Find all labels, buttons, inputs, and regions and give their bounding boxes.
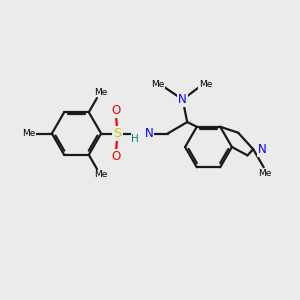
Text: S: S (113, 127, 122, 140)
Text: N: N (258, 143, 266, 156)
Text: N: N (178, 93, 187, 106)
Text: Me: Me (22, 129, 35, 138)
Text: O: O (112, 104, 121, 117)
Text: Me: Me (151, 80, 164, 88)
Text: Me: Me (94, 88, 107, 97)
Text: O: O (112, 150, 121, 163)
Text: N: N (145, 127, 153, 140)
Text: H: H (131, 134, 139, 143)
Text: Me: Me (259, 169, 272, 178)
Text: Me: Me (199, 80, 212, 88)
Text: Me: Me (94, 170, 107, 179)
